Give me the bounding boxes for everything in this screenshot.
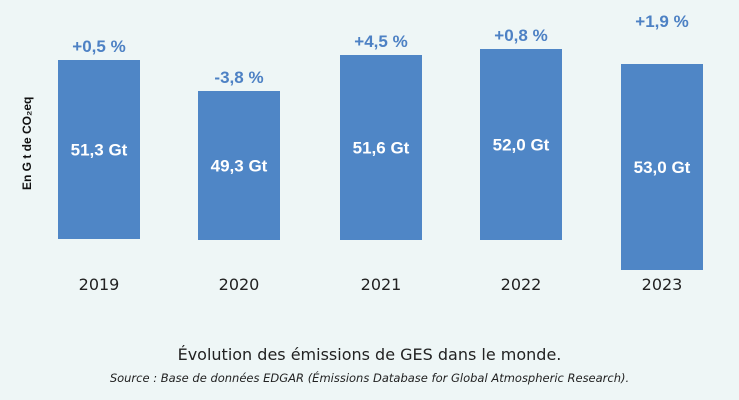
y-axis-label: En G t de CO₂eq — [20, 97, 34, 190]
bar-chart: En G t de CO₂eq +0,5 % 51,3 Gt 2019 -3,8 % 4… — [20, 12, 703, 294]
change-label-2022: +0,8 % — [494, 26, 547, 45]
chart-source: Source : Base de données EDGAR (Émission… — [109, 371, 630, 385]
bar-2022 — [480, 49, 562, 240]
x-tick-label-2021: 2021 — [361, 275, 402, 294]
value-label-2021: 51,6 Gt — [353, 139, 410, 158]
bar-2023 — [621, 64, 703, 270]
change-label-2020: -3,8 % — [214, 68, 263, 87]
x-tick-label-2019: 2019 — [79, 275, 120, 294]
change-label-2023: +1,9 % — [635, 12, 688, 31]
value-label-2023: 53,0 Gt — [634, 158, 691, 177]
change-label-2019: +0,5 % — [72, 37, 125, 56]
x-tick-label-2020: 2020 — [219, 275, 260, 294]
value-label-2019: 51,3 Gt — [71, 141, 128, 160]
bar-2021 — [340, 55, 422, 240]
chart-title: Évolution des émissions de GES dans le m… — [177, 345, 562, 364]
x-tick-label-2022: 2022 — [501, 275, 542, 294]
bar-2019 — [58, 60, 140, 239]
value-label-2020: 49,3 Gt — [211, 157, 268, 176]
value-label-2022: 52,0 Gt — [493, 136, 550, 155]
x-tick-label-2023: 2023 — [642, 275, 683, 294]
bar-2020 — [198, 91, 280, 240]
change-label-2021: +4,5 % — [354, 32, 407, 51]
